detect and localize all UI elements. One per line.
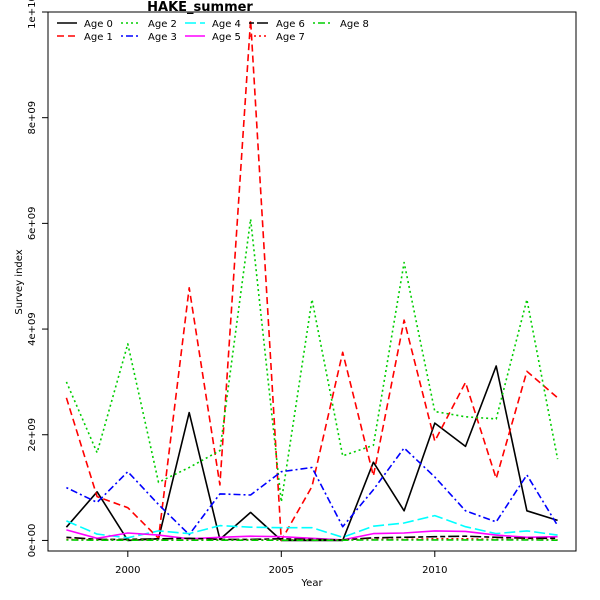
legend-label-age-5: Age 5 — [212, 32, 241, 43]
y-tick-label: 8e+09 — [27, 101, 38, 135]
legend-label-age-8: Age 8 — [340, 19, 369, 30]
chart-title: HAKE_summer — [147, 0, 253, 15]
series-line-age-1 — [65, 19, 559, 542]
series-layer — [65, 19, 559, 542]
y-tick-label: 4e+09 — [27, 312, 38, 346]
legend-label-age-7: Age 7 — [276, 32, 305, 43]
legend-label-age-1: Age 1 — [84, 32, 113, 43]
plot-frame — [47, 11, 577, 552]
series-line-age-4 — [66, 514, 558, 539]
x-tick-label: 2000 — [115, 565, 140, 576]
y-tick-label: 0e+00 — [27, 524, 38, 558]
series-line-age-3 — [66, 447, 559, 536]
y-axis: 0e+00 2e+09 4e+09 6e+09 8e+09 1e+10 — [27, 0, 48, 557]
x-tick-label: 2005 — [269, 565, 294, 576]
legend: Age 0 Age 1 Age 2 Age 3 Age 4 Age 5 Age 6 Age 7… — [57, 19, 369, 43]
x-tick-label: 2010 — [422, 565, 447, 576]
legend-label-age-2: Age 2 — [148, 19, 177, 30]
series-line-age-5 — [66, 529, 558, 541]
legend-label-age-4: Age 4 — [212, 19, 241, 30]
legend-label-age-3: Age 3 — [148, 32, 177, 43]
y-tick-label: 1e+10 — [27, 0, 38, 29]
x-axis-label: Year — [300, 578, 323, 589]
y-axis-label: Survey index — [14, 249, 25, 314]
legend-label-age-6: Age 6 — [276, 19, 305, 30]
legend-label-age-0: Age 0 — [84, 19, 113, 30]
x-axis: 2000 2005 2010 — [115, 551, 448, 576]
y-tick-label: 6e+09 — [27, 207, 38, 241]
y-tick-label: 2e+09 — [27, 418, 38, 452]
